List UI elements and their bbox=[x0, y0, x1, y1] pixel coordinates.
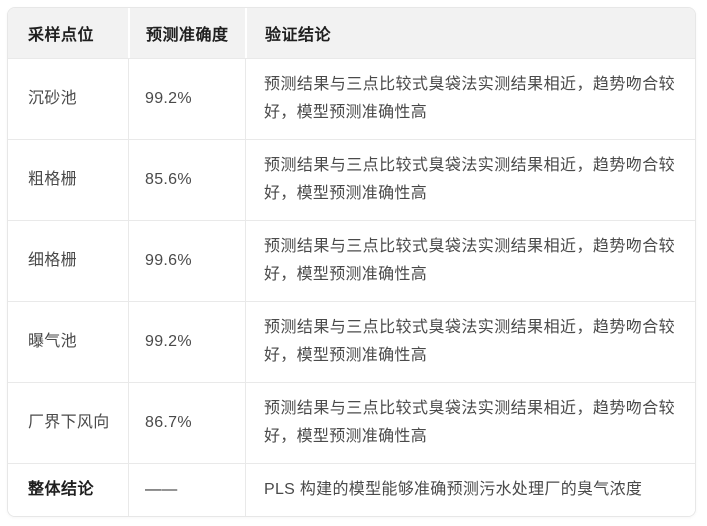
cell-conclusion: 预测结果与三点比较式臭袋法实测结果相近，趋势吻合较好，模型预测准确性高 bbox=[245, 220, 695, 301]
cell-accuracy: 99.2% bbox=[128, 58, 245, 139]
cell-accuracy: 86.7% bbox=[128, 382, 245, 463]
cell-sampling-point: 粗格栅 bbox=[8, 139, 128, 220]
cell-sampling-point: 细格栅 bbox=[8, 220, 128, 301]
table-row-grit-chamber: 沉砂池 99.2% 预测结果与三点比较式臭袋法实测结果相近，趋势吻合较好，模型预… bbox=[8, 58, 695, 139]
cell-accuracy: 99.6% bbox=[128, 220, 245, 301]
col-header-validation-conclusion: 验证结论 bbox=[245, 8, 695, 58]
cell-sampling-point: 厂界下风向 bbox=[8, 382, 128, 463]
cell-sampling-point: 曝气池 bbox=[8, 301, 128, 382]
col-header-prediction-accuracy: 预测准确度 bbox=[128, 8, 245, 58]
odor-prediction-validation-table: 采样点位 预测准确度 验证结论 沉砂池 99.2% 预测结果与三点比较式臭袋法实… bbox=[8, 8, 695, 516]
cell-conclusion: PLS 构建的模型能够准确预测污水处理厂的臭气浓度 bbox=[245, 463, 695, 516]
cell-accuracy: 99.2% bbox=[128, 301, 245, 382]
cell-accuracy: 85.6% bbox=[128, 139, 245, 220]
table-header: 采样点位 预测准确度 验证结论 bbox=[8, 8, 695, 58]
header-row: 采样点位 预测准确度 验证结论 bbox=[8, 8, 695, 58]
cell-conclusion: 预测结果与三点比较式臭袋法实测结果相近，趋势吻合较好，模型预测准确性高 bbox=[245, 301, 695, 382]
cell-accuracy: —— bbox=[128, 463, 245, 516]
validation-results-table: 采样点位 预测准确度 验证结论 沉砂池 99.2% 预测结果与三点比较式臭袋法实… bbox=[7, 7, 696, 517]
table-row-overall-conclusion: 整体结论 —— PLS 构建的模型能够准确预测污水处理厂的臭气浓度 bbox=[8, 463, 695, 516]
table-body: 沉砂池 99.2% 预测结果与三点比较式臭袋法实测结果相近，趋势吻合较好，模型预… bbox=[8, 58, 695, 516]
table-row-coarse-screen: 粗格栅 85.6% 预测结果与三点比较式臭袋法实测结果相近，趋势吻合较好，模型预… bbox=[8, 139, 695, 220]
table-row-aeration-tank: 曝气池 99.2% 预测结果与三点比较式臭袋法实测结果相近，趋势吻合较好，模型预… bbox=[8, 301, 695, 382]
table-row-fine-screen: 细格栅 99.6% 预测结果与三点比较式臭袋法实测结果相近，趋势吻合较好，模型预… bbox=[8, 220, 695, 301]
cell-sampling-point: 沉砂池 bbox=[8, 58, 128, 139]
table-row-downwind-boundary: 厂界下风向 86.7% 预测结果与三点比较式臭袋法实测结果相近，趋势吻合较好，模… bbox=[8, 382, 695, 463]
cell-conclusion: 预测结果与三点比较式臭袋法实测结果相近，趋势吻合较好，模型预测准确性高 bbox=[245, 382, 695, 463]
cell-conclusion: 预测结果与三点比较式臭袋法实测结果相近，趋势吻合较好，模型预测准确性高 bbox=[245, 139, 695, 220]
cell-conclusion: 预测结果与三点比较式臭袋法实测结果相近，趋势吻合较好，模型预测准确性高 bbox=[245, 58, 695, 139]
col-header-sampling-point: 采样点位 bbox=[8, 8, 128, 58]
cell-sampling-point: 整体结论 bbox=[8, 463, 128, 516]
